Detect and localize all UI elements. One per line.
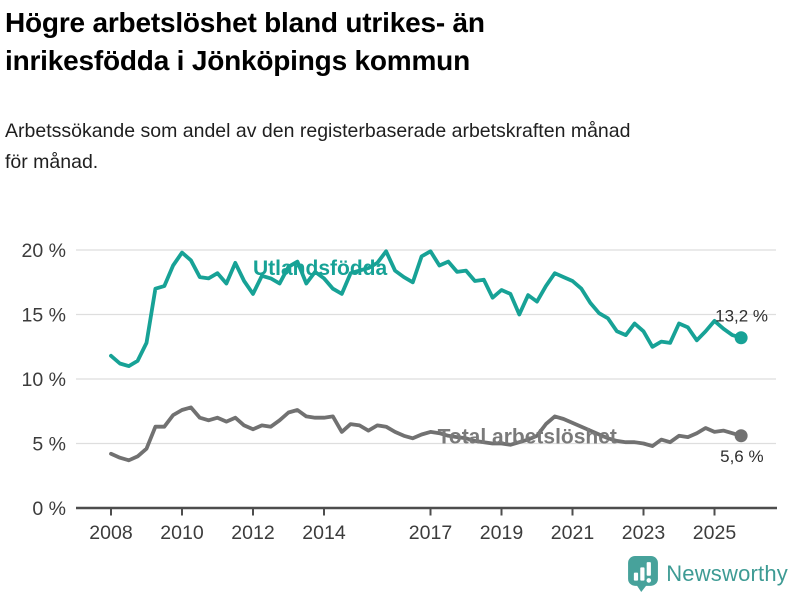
newsworthy-brand: Newsworthy — [628, 556, 788, 592]
y-axis-label-15: 15 % — [22, 305, 66, 327]
newsworthy-wordmark: Newsworthy — [666, 561, 788, 586]
y-axis-label-0: 0 % — [32, 498, 66, 520]
x-axis-label-2012: 2012 — [231, 522, 274, 544]
series-end-dot-total — [734, 429, 748, 443]
x-axis-label-2023: 2023 — [622, 522, 665, 544]
y-axis-label-5: 5 % — [32, 434, 66, 456]
x-axis-label-2008: 2008 — [89, 522, 132, 544]
x-axis-label-2021: 2021 — [551, 522, 594, 544]
series-line-utlandsfodda — [109, 249, 743, 369]
x-axis-label-2019: 2019 — [480, 522, 523, 544]
chart-title-line2: inrikesfödda i Jönköpings kommun — [5, 45, 470, 76]
end-value-label-total: 5,6 % — [720, 447, 763, 466]
end-value-label-utlandsfodda: 13,2 % — [715, 307, 768, 326]
x-axis-label-2010: 2010 — [160, 522, 204, 544]
y-axis-label-10: 10 % — [22, 369, 66, 391]
chart-subtitle: Arbetssökande som andel av den registerb… — [5, 116, 630, 178]
chart-title: Högre arbetslöshet bland utrikes- än inri… — [5, 4, 485, 80]
x-axis-label-2014: 2014 — [302, 522, 346, 544]
series-label-utlandsfodda: Utlandsfödda — [253, 257, 387, 280]
series-line-total — [109, 405, 743, 463]
chart-subtitle-line1: Arbetssökande som andel av den registerb… — [5, 120, 631, 142]
y-axis-label-20: 20 % — [22, 240, 66, 262]
newsworthy-logo-icon — [628, 556, 659, 592]
x-axis-label-2017: 2017 — [409, 522, 452, 544]
series-label-total: Total arbetslöshet — [438, 426, 617, 449]
chart-subtitle-line2: för månad. — [5, 151, 99, 173]
x-axis-label-2025: 2025 — [693, 522, 737, 544]
series-end-dot-utlandsfodda — [734, 331, 748, 345]
chart-title-line1: Högre arbetslöshet bland utrikes- än — [5, 7, 485, 38]
